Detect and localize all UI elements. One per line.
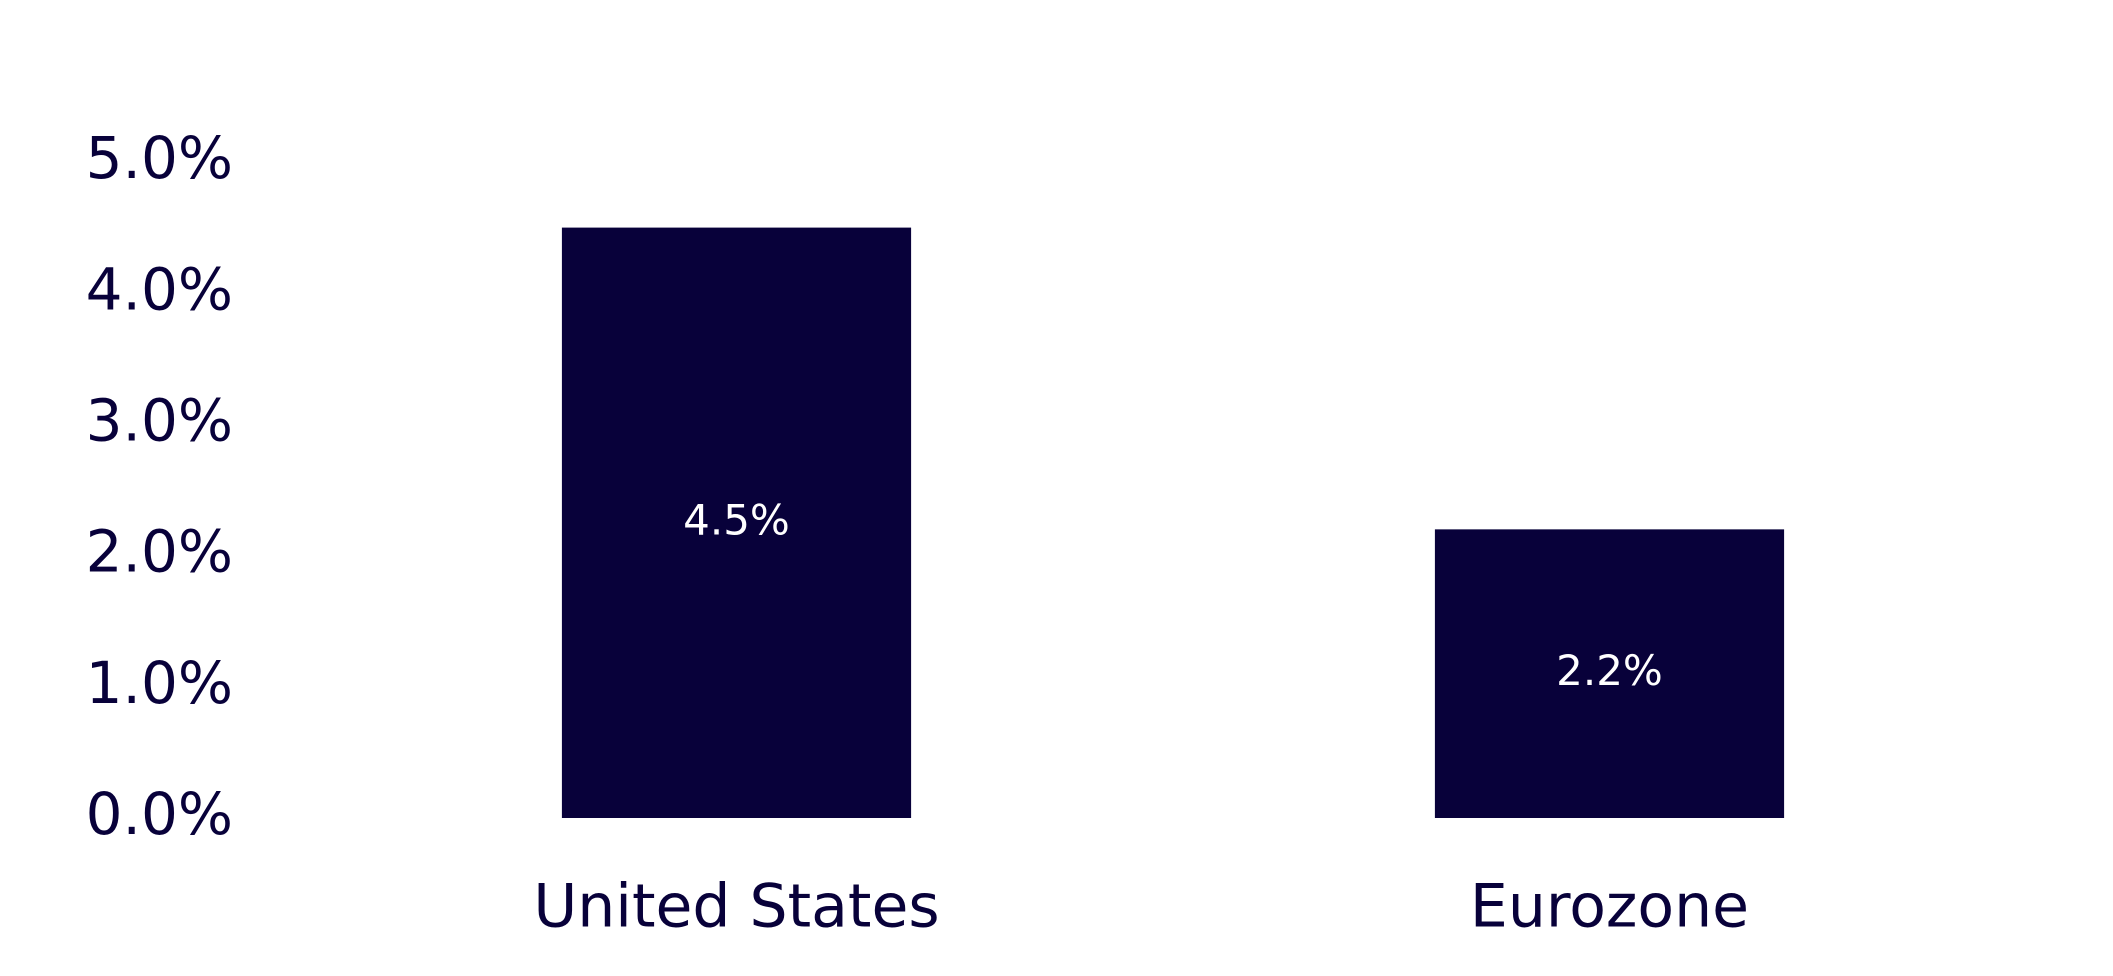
bar [561,227,912,819]
value-label: 4.5% [683,495,790,544]
y-tick-label: 3.0% [86,387,233,455]
value-label: 2.2% [1556,646,1663,695]
y-tick-label: 2.0% [86,518,233,586]
bar [1434,529,1785,818]
x-tick-label: Eurozone [1470,872,1749,942]
y-tick-label: 1.0% [86,649,233,717]
x-tick-label: United States [533,872,939,942]
y-tick-label: 0.0% [86,780,233,848]
y-tick-label: 5.0% [86,124,233,192]
y-tick-label: 4.0% [86,255,233,323]
